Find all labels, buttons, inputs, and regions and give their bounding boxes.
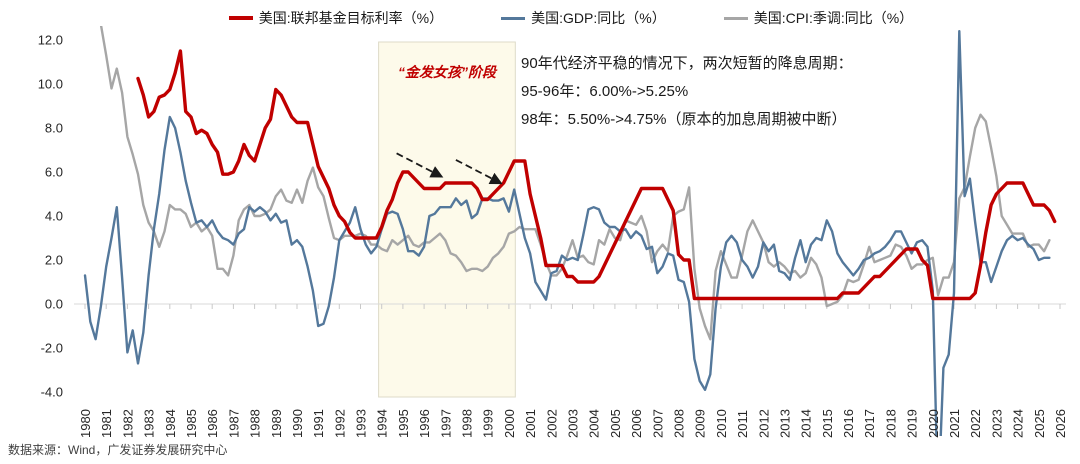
x-axis-label: 2014 xyxy=(799,409,814,438)
x-axis-label: 1988 xyxy=(248,409,263,438)
goldilocks-phase-label: “金发女孩”阶段 xyxy=(398,64,496,80)
x-axis-label: 2010 xyxy=(714,409,729,438)
x-axis-label: 1982 xyxy=(120,409,135,438)
y-axis-label: 6.0 xyxy=(45,165,63,180)
x-axis-label: 2015 xyxy=(820,409,835,438)
x-axis-label: 2012 xyxy=(756,409,771,438)
series-group xyxy=(83,26,1057,436)
rate-cut-arrow-2 xyxy=(455,159,503,185)
y-axis-label: -4.0 xyxy=(41,385,63,400)
series-line-fed-funds xyxy=(136,49,1057,301)
x-axis-label: 1992 xyxy=(332,409,347,438)
legend: 美国:联邦基金目标利率（%） 美国:GDP:同比（%） 美国:CPI:季调:同比… xyxy=(0,8,1080,28)
x-axis-label: 1996 xyxy=(417,409,432,438)
x-axis-label: 2019 xyxy=(905,409,920,438)
x-axis-label: 1995 xyxy=(396,409,411,438)
x-axis-label: 2024 xyxy=(1011,409,1026,438)
legend-item-gdp: 美国:GDP:同比（%） xyxy=(501,8,666,28)
x-axis-label: 1994 xyxy=(375,409,390,438)
x-axis-label: 1984 xyxy=(163,409,178,438)
x-axis-label: 1991 xyxy=(311,409,326,438)
x-axis-label: 2023 xyxy=(989,409,1004,438)
x-axis-label: 2021 xyxy=(947,409,962,438)
x-axis-label: 1987 xyxy=(226,409,241,438)
x-axis-label: 2020 xyxy=(926,409,941,438)
x-axis-label: 2002 xyxy=(544,409,559,438)
legend-item-fed-funds: 美国:联邦基金目标利率（%） xyxy=(228,8,444,28)
x-axis-label: 1993 xyxy=(354,409,369,438)
x-axis-label: 1997 xyxy=(438,409,453,438)
y-axis-label: 0.0 xyxy=(45,297,63,312)
x-axis-label: 2008 xyxy=(672,409,687,438)
x-axis-label: 2026 xyxy=(1053,409,1068,438)
legend-item-cpi: 美国:CPI:季调:同比（%） xyxy=(723,8,914,28)
x-axis-label: 1983 xyxy=(142,409,157,438)
x-axis-label: 2009 xyxy=(693,409,708,438)
y-axis-label: 10.0 xyxy=(38,77,63,92)
x-axis-label: 2007 xyxy=(650,409,665,438)
x-axis-label: 1990 xyxy=(290,409,305,438)
x-axis-label: 2004 xyxy=(587,409,602,438)
goldilocks-highlight-box xyxy=(378,41,516,398)
y-axis-label: 2.0 xyxy=(45,253,63,268)
x-axis-label: 2003 xyxy=(566,409,581,438)
x-axis-label: 2001 xyxy=(523,409,538,438)
red-line-swatch-icon xyxy=(228,16,253,20)
x-axis-label: 2017 xyxy=(862,409,877,438)
x-axis-label: 1986 xyxy=(205,409,220,438)
series-line-cpi xyxy=(99,26,1051,341)
legend-label-fed-funds: 美国:联邦基金目标利率（%） xyxy=(258,10,444,26)
x-axis-label: 2018 xyxy=(883,409,898,438)
x-axis-label: 2006 xyxy=(629,409,644,438)
note-line-1: 90年代经济平稳的情况下，两次短暂的降息周期： xyxy=(521,55,853,72)
x-axis-label: 1998 xyxy=(460,409,475,438)
y-axis-label: 12.0 xyxy=(38,33,63,48)
legend-label-gdp: 美国:GDP:同比（%） xyxy=(531,10,666,26)
rate-cut-arrow-1 xyxy=(396,152,444,178)
note-line-2: 95-96年：6.00%->5.25% xyxy=(521,83,689,100)
y-axis-label: 4.0 xyxy=(45,209,63,224)
rate-cut-note: 90年代经济平稳的情况下，两次短暂的降息周期： 95-96年：6.00%->5.… xyxy=(521,50,853,134)
series-line-gdp xyxy=(83,30,1051,436)
x-axis-label: 2005 xyxy=(608,409,623,438)
x-axis-label: 1985 xyxy=(184,409,199,438)
y-axis-label: 8.0 xyxy=(45,121,63,136)
x-axis-label: 1980 xyxy=(78,409,93,438)
x-axis-label: 2000 xyxy=(502,409,517,438)
x-axis-label: 2013 xyxy=(778,409,793,438)
data-source-note: 数据来源：Wind，广发证券发展研究中心 xyxy=(8,443,228,457)
x-axis-label: 1989 xyxy=(269,409,284,438)
gray-line-swatch-icon xyxy=(723,16,748,20)
note-line-3: 98年：5.50%->4.75%（原本的加息周期被中断） xyxy=(521,111,847,128)
x-axis-label: 1981 xyxy=(99,409,114,438)
x-axis-label: 2022 xyxy=(968,409,983,438)
x-axis-label: 2011 xyxy=(735,410,750,438)
x-axis-label: 2025 xyxy=(1032,409,1047,438)
x-axis-label: 1999 xyxy=(481,409,496,438)
legend-label-cpi: 美国:CPI:季调:同比（%） xyxy=(753,10,914,26)
blue-line-swatch-icon xyxy=(501,16,526,20)
x-axis-label: 2016 xyxy=(841,409,856,438)
y-axis-label: -2.0 xyxy=(41,341,63,356)
